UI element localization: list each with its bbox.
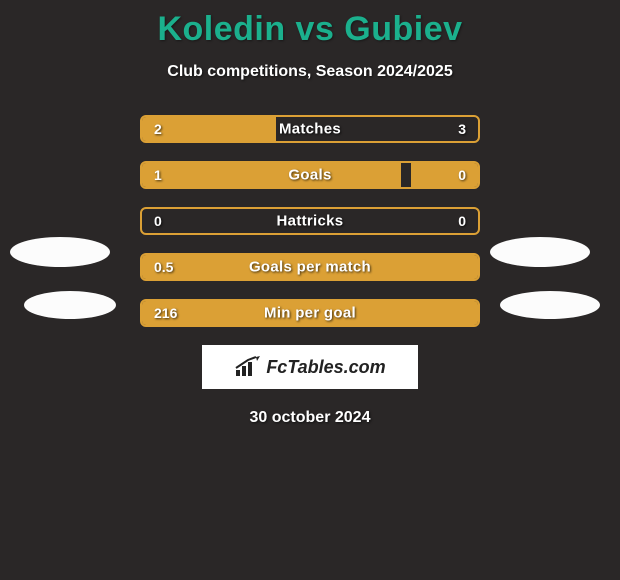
- bar-value-right: 0: [458, 167, 466, 183]
- bar-label: Goals: [142, 167, 478, 184]
- date-label: 30 october 2024: [0, 409, 620, 427]
- bar-label: Goals per match: [142, 259, 478, 276]
- page-title: Koledin vs Gubiev: [0, 0, 620, 49]
- bar-label: Min per goal: [142, 305, 478, 322]
- player-oval-right-1: [490, 237, 590, 267]
- chart-icon: [234, 356, 260, 378]
- player-oval-left-2: [24, 291, 116, 319]
- player-oval-right-2: [500, 291, 600, 319]
- logo-text: FcTables.com: [266, 357, 385, 378]
- bar-row-goals: 1 Goals 0: [140, 161, 480, 189]
- player-oval-left-1: [10, 237, 110, 267]
- bar-row-hattricks: 0 Hattricks 0: [140, 207, 480, 235]
- bar-row-goals-per-match: 0.5 Goals per match: [140, 253, 480, 281]
- subtitle: Club competitions, Season 2024/2025: [0, 63, 620, 81]
- bar-label: Hattricks: [142, 213, 478, 230]
- comparison-bars: 2 Matches 3 1 Goals 0 0 Hattricks 0 0.5 …: [0, 115, 620, 327]
- bar-row-min-per-goal: 216 Min per goal: [140, 299, 480, 327]
- bar-value-right: 0: [458, 213, 466, 229]
- logo-box: FcTables.com: [202, 345, 418, 389]
- bar-label: Matches: [142, 121, 478, 138]
- bar-value-right: 3: [458, 121, 466, 137]
- bar-row-matches: 2 Matches 3: [140, 115, 480, 143]
